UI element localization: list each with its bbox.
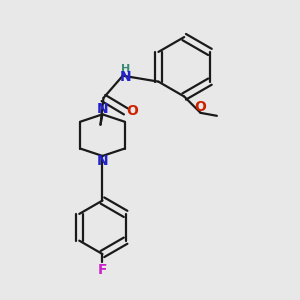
Text: N: N bbox=[119, 70, 131, 84]
Text: O: O bbox=[126, 104, 138, 118]
Text: N: N bbox=[97, 154, 108, 168]
Text: H: H bbox=[121, 64, 130, 74]
Text: F: F bbox=[98, 263, 107, 277]
Text: O: O bbox=[194, 100, 206, 115]
Text: N: N bbox=[97, 102, 108, 116]
